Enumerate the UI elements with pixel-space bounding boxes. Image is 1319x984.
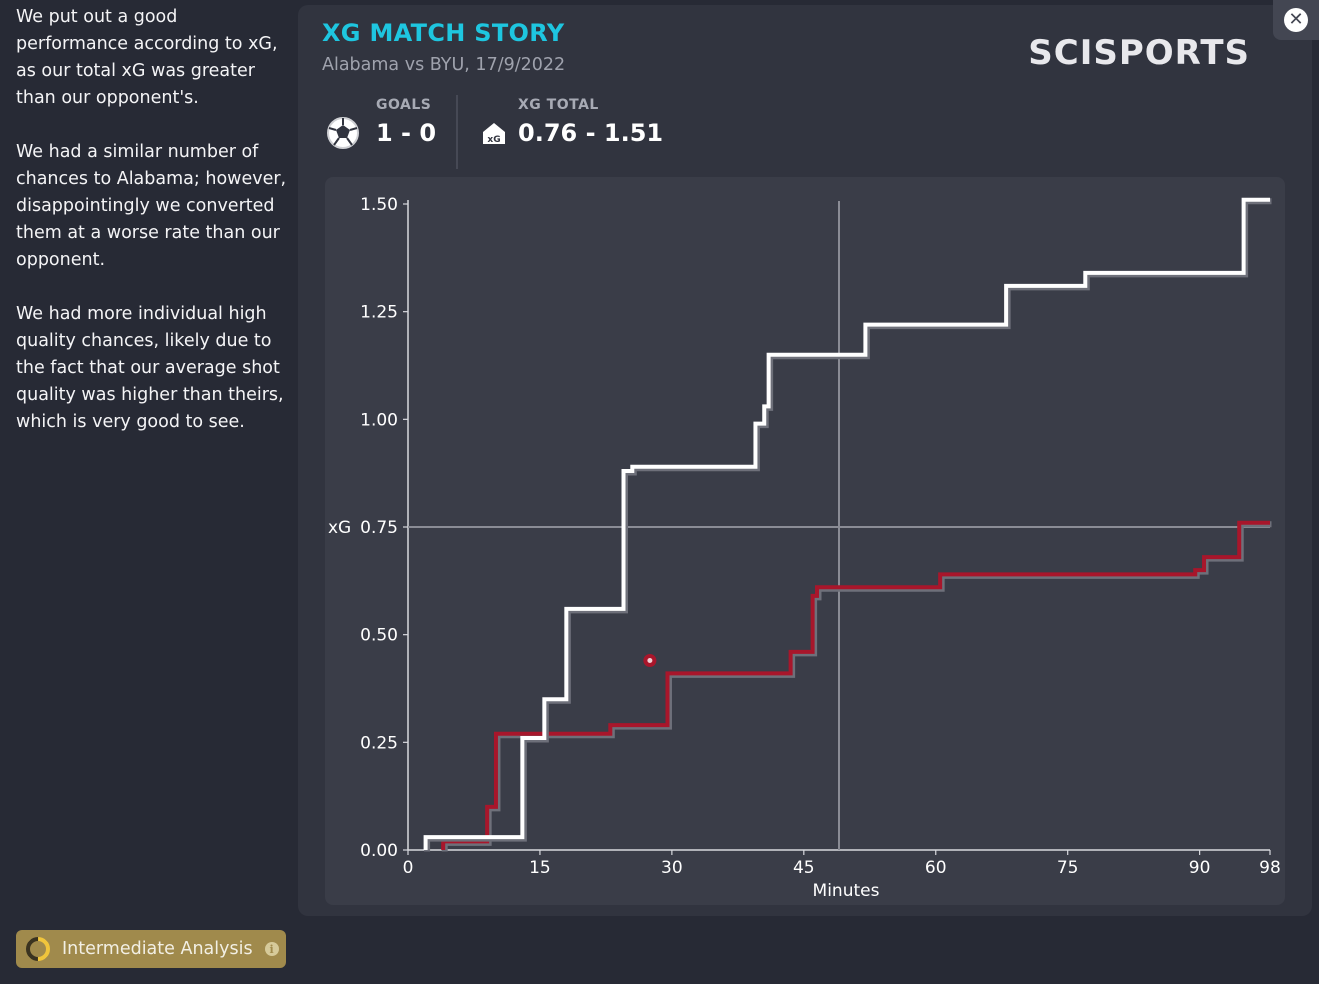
byu-xg-line bbox=[441, 520, 1270, 850]
xg-total-label: XG TOTAL bbox=[518, 97, 599, 113]
svg-text:xG: xG bbox=[487, 135, 500, 145]
close-icon: ✕ bbox=[1284, 8, 1308, 32]
x-tick-label: 15 bbox=[529, 858, 551, 878]
scisports-logo: SCISPORTS bbox=[1028, 33, 1250, 73]
y-tick-label: 0.25 bbox=[360, 733, 398, 753]
y-tick-label: 0.75 bbox=[360, 518, 398, 538]
x-tick-label: 75 bbox=[1057, 858, 1079, 878]
goals-stat: GOALS 1 - 0 bbox=[376, 97, 436, 147]
x-tick-label: 0 bbox=[403, 858, 414, 878]
goals-label: GOALS bbox=[376, 97, 432, 113]
match-subtitle: Alabama vs BYU, 17/9/2022 bbox=[322, 55, 566, 75]
goal-marker-center bbox=[647, 658, 653, 664]
xg-step-chart: 0.00 0.25 0.50 0.75 1.00 1.25 1.50 xG 0 15 30 45 60 7… bbox=[328, 195, 1281, 901]
badge-label: Intermediate Analysis bbox=[62, 939, 253, 959]
xg-icon: xG bbox=[483, 123, 505, 145]
stat-divider bbox=[456, 95, 458, 169]
x-axis-label: Minutes bbox=[813, 881, 880, 901]
y-tick-label: 1.50 bbox=[360, 195, 398, 215]
analysis-narrative: We put out a good performance according … bbox=[16, 4, 291, 463]
y-tick-label: 0.00 bbox=[360, 841, 398, 861]
y-tick-label: 1.00 bbox=[360, 410, 398, 430]
xg-total-stat: XG TOTAL 0.76 - 1.51 bbox=[518, 97, 663, 147]
panel-title: XG MATCH STORY bbox=[322, 19, 565, 47]
x-tick-label: 30 bbox=[661, 858, 683, 878]
close-button[interactable]: ✕ bbox=[1273, 0, 1319, 40]
alabama-xg-line bbox=[423, 197, 1270, 850]
narrative-paragraph: We put out a good performance according … bbox=[16, 7, 278, 108]
progress-ring-icon bbox=[21, 932, 55, 966]
sidebar: We put out a good performance according … bbox=[0, 0, 298, 984]
narrative-paragraph: We had more individual high quality chan… bbox=[16, 304, 284, 432]
y-axis-label: xG bbox=[328, 518, 351, 538]
xg-total-value: 0.76 - 1.51 bbox=[518, 119, 664, 147]
x-tick-label: 98 bbox=[1259, 858, 1281, 878]
goals-value: 1 - 0 bbox=[376, 119, 437, 147]
x-tick-label: 90 bbox=[1189, 858, 1211, 878]
x-tick-label: 60 bbox=[925, 858, 947, 878]
info-icon[interactable]: i bbox=[264, 942, 279, 956]
xg-chart-container: 0.00 0.25 0.50 0.75 1.00 1.25 1.50 xG 0 15 30 45 60 7… bbox=[325, 177, 1285, 905]
y-tick-label: 1.25 bbox=[360, 303, 398, 323]
soccer-ball-icon bbox=[327, 117, 359, 149]
intermediate-analysis-badge[interactable]: Intermediate Analysis i bbox=[16, 930, 286, 968]
narrative-paragraph: We had a similar number of chances to Al… bbox=[16, 142, 287, 270]
y-tick-label: 0.50 bbox=[360, 626, 398, 646]
x-tick-label: 45 bbox=[793, 858, 815, 878]
